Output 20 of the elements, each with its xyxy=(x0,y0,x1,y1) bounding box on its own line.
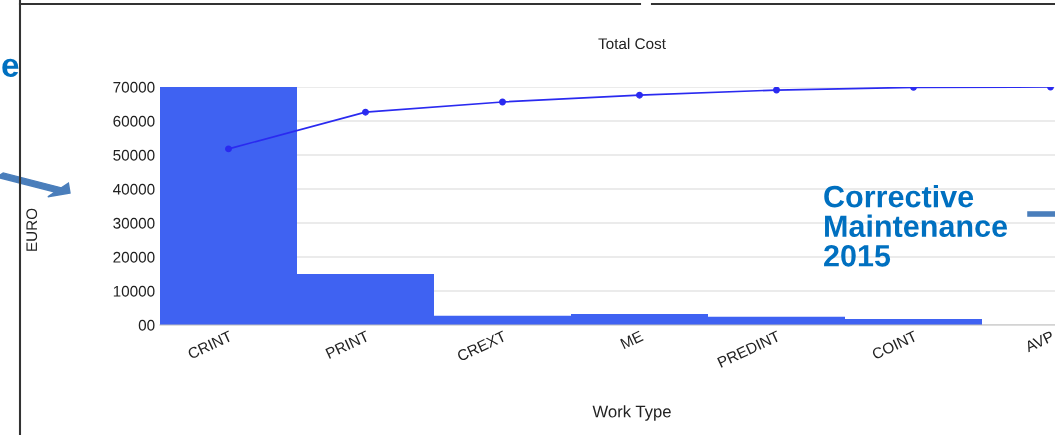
x-tick-label: ME xyxy=(620,330,644,350)
point xyxy=(773,87,780,94)
y-tick-label: 30000 xyxy=(113,217,155,229)
y-tick-label: 60000 xyxy=(113,115,155,127)
y-tick-label: 40000 xyxy=(113,183,155,195)
y-tick-label: 20000 xyxy=(113,251,155,263)
y-tick-label: 00 xyxy=(138,319,155,331)
x-tick-label: AVP xyxy=(1024,330,1055,353)
point xyxy=(499,98,506,106)
annotation: Corrective Maintenance 2015 xyxy=(824,185,1008,267)
y-tick-label: 50000 xyxy=(113,149,155,161)
chart-title: Total Cost xyxy=(598,37,666,50)
point xyxy=(225,145,232,153)
point xyxy=(362,108,369,116)
y-tick-label: 10000 xyxy=(113,285,155,297)
point xyxy=(636,91,643,99)
x-axis-title: Work Type xyxy=(592,405,671,421)
text: e xyxy=(2,58,19,77)
y-axis-title: EURO xyxy=(26,208,38,251)
y-tick-label: 70000 xyxy=(113,81,155,93)
